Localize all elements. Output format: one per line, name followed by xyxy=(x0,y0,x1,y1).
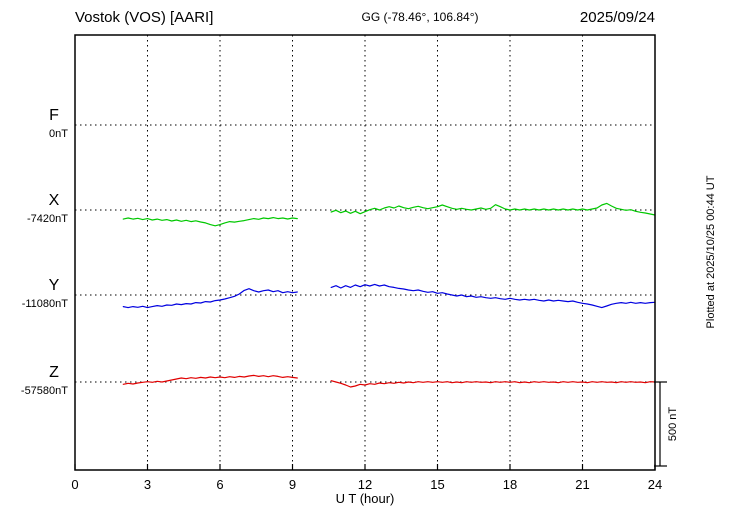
station-title: Vostok (VOS) [AARI] xyxy=(75,9,213,26)
trace-Z xyxy=(330,380,656,388)
plotted-at-note: Plotted at 2025/10/25 00:44 UT xyxy=(705,175,717,328)
component-Y-baseline-value: -11080nT xyxy=(22,298,69,310)
plot-date: 2025/09/24 xyxy=(580,9,655,26)
trace-X xyxy=(330,202,656,216)
trace-X xyxy=(122,217,298,227)
x-tick-label: 3 xyxy=(144,477,151,492)
component-X-baseline-value: -7420nT xyxy=(27,213,68,225)
x-tick-label: 15 xyxy=(430,477,444,492)
trace-Y xyxy=(122,288,298,309)
scale-bar: 500 nT xyxy=(654,381,679,467)
x-tick-label: 6 xyxy=(216,477,223,492)
component-X-label: X xyxy=(49,192,60,209)
traces xyxy=(122,202,656,388)
trace-Z xyxy=(122,374,298,385)
x-tick-marks xyxy=(74,464,656,470)
gg-coordinates: GG (-78.46°, 106.84°) xyxy=(362,10,479,24)
trace-Y xyxy=(330,283,656,309)
x-tick-label: 18 xyxy=(503,477,517,492)
component-Y-label: Y xyxy=(49,277,60,294)
component-Z-label: Z xyxy=(49,364,59,381)
x-tick-label: 9 xyxy=(289,477,296,492)
x-tick-label: 0 xyxy=(71,477,78,492)
x-axis-title: U T (hour) xyxy=(336,491,395,506)
component-Z-baseline-value: -57580nT xyxy=(21,385,68,397)
x-tick-label: 21 xyxy=(575,477,589,492)
x-tick-label: 12 xyxy=(358,477,372,492)
scale-bar-label: 500 nT xyxy=(667,407,679,442)
component-F-label: F xyxy=(49,107,59,124)
x-tick-label: 24 xyxy=(648,477,662,492)
gridlines xyxy=(75,35,655,470)
x-tick-labels: 0 3 6 9 12 15 18 21 24 xyxy=(71,477,662,492)
component-F-baseline-value: 0nT xyxy=(49,128,68,140)
